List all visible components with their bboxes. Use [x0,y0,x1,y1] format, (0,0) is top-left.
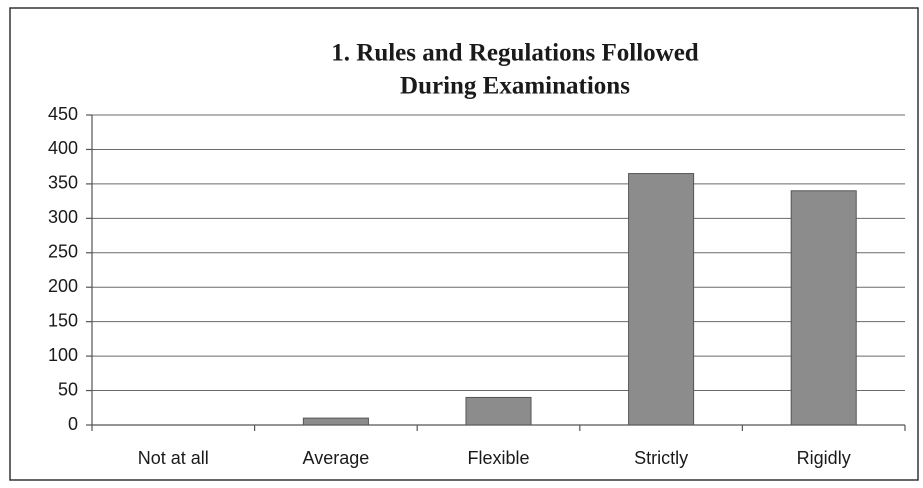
y-tick-label: 400 [48,138,78,158]
y-tick-label: 0 [68,414,78,434]
y-tick-label: 100 [48,345,78,365]
y-tick-label: 350 [48,173,78,193]
bar [302,417,369,426]
x-tick-label: Not at all [138,448,209,468]
x-tick-label: Strictly [634,448,688,468]
y-tick-label: 200 [48,276,78,296]
y-tick-label: 250 [48,242,78,262]
chart-title: 1. Rules and Regulations Followed [331,40,699,67]
y-tick-label: 50 [58,379,78,399]
bar [790,190,857,426]
bar [465,396,532,426]
chart-title: During Examinations [400,73,630,100]
chart-frame [9,7,919,481]
y-tick-label: 150 [48,310,78,330]
y-tick-label: 300 [48,207,78,227]
bar [628,173,695,426]
x-tick-label: Flexible [467,448,529,468]
x-tick-label: Average [303,448,370,468]
x-tick-label: Rigidly [797,448,851,468]
y-tick-label: 450 [48,104,78,124]
